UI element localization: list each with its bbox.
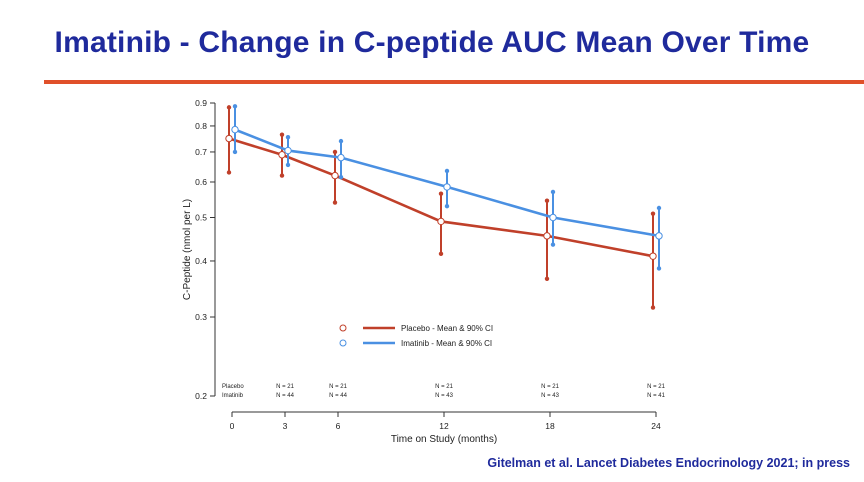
ci-low-marker (226, 170, 232, 175)
series-line (228, 137, 654, 258)
y-tick-label: 0.8 (195, 121, 207, 131)
legend-marker (339, 324, 347, 332)
ci-low-marker (650, 305, 656, 310)
y-axis-title: C-Peptide (nmol per L) (182, 199, 193, 300)
ci-high-marker (550, 189, 556, 195)
y-tick-label: 0.6 (195, 177, 207, 187)
y-tick-label: 0.4 (195, 256, 207, 266)
ci-high-marker (285, 135, 291, 140)
n-value: N = 21 (276, 384, 295, 390)
ci-high-marker (438, 191, 444, 196)
legend-label: Imatinib - Mean & 90% CI (401, 339, 492, 348)
y-tick-label: 0.9 (195, 98, 207, 108)
x-tick-label: 12 (439, 421, 449, 431)
mean-point (549, 213, 557, 222)
x-tick-label: 24 (651, 421, 661, 431)
mean-point (278, 151, 286, 159)
ci-high-marker (650, 211, 656, 216)
mean-point (543, 232, 551, 240)
title-divider (44, 80, 864, 84)
ci-high-marker (338, 138, 344, 144)
ci-high-marker (279, 132, 285, 137)
x-tick-label: 0 (230, 421, 235, 431)
n-value: N = 21 (329, 384, 348, 390)
mean-point (331, 171, 339, 180)
mean-point (443, 183, 451, 191)
y-tick-label: 0.3 (195, 312, 207, 322)
mean-point (231, 125, 239, 134)
ci-low-marker (656, 266, 662, 271)
y-tick-label: 0.2 (195, 391, 207, 401)
mean-point (337, 153, 345, 162)
n-value: N = 43 (541, 393, 560, 399)
ci-high-marker (232, 104, 238, 109)
ci-low-marker (444, 203, 450, 209)
ci-low-marker (544, 276, 550, 282)
ci-low-marker (550, 242, 556, 247)
ci-high-marker (444, 168, 450, 174)
ci-low-marker (332, 200, 338, 205)
y-tick-label: 0.7 (195, 147, 207, 157)
n-row-label: Imatinib (222, 393, 244, 399)
x-tick-label: 6 (336, 421, 341, 431)
n-value: N = 44 (329, 393, 348, 399)
mean-point (649, 252, 657, 260)
n-row-label: Placebo (222, 384, 244, 390)
y-tick-label: 0.5 (195, 213, 207, 223)
citation: Gitelman et al. Lancet Diabetes Endocrin… (487, 456, 850, 470)
mean-point (655, 232, 663, 240)
ci-high-marker (656, 205, 662, 211)
n-value: N = 21 (647, 384, 666, 390)
x-tick-label: 3 (283, 421, 288, 431)
legend-label: Placebo - Mean & 90% CI (401, 324, 493, 333)
n-value: N = 21 (541, 384, 560, 390)
ci-low-marker (279, 173, 285, 178)
ci-high-marker (544, 198, 550, 203)
ci-low-marker (338, 174, 344, 180)
x-axis-title: Time on Study (months) (391, 434, 497, 445)
n-value: N = 41 (647, 393, 666, 399)
n-value: N = 43 (435, 393, 454, 399)
legend-marker (339, 339, 347, 347)
series-line (234, 128, 660, 238)
ci-low-marker (285, 162, 291, 168)
n-value: N = 44 (276, 393, 295, 399)
mean-point (284, 146, 292, 155)
ci-high-marker (332, 149, 338, 155)
ci-high-marker (226, 105, 232, 110)
ci-low-marker (232, 149, 238, 155)
mean-point (437, 217, 445, 226)
slide-title: Imatinib - Change in C-peptide AUC Mean … (54, 26, 810, 59)
n-value: N = 21 (435, 384, 454, 390)
x-tick-label: 18 (545, 421, 555, 431)
mean-point (225, 134, 233, 143)
ci-low-marker (438, 251, 444, 257)
